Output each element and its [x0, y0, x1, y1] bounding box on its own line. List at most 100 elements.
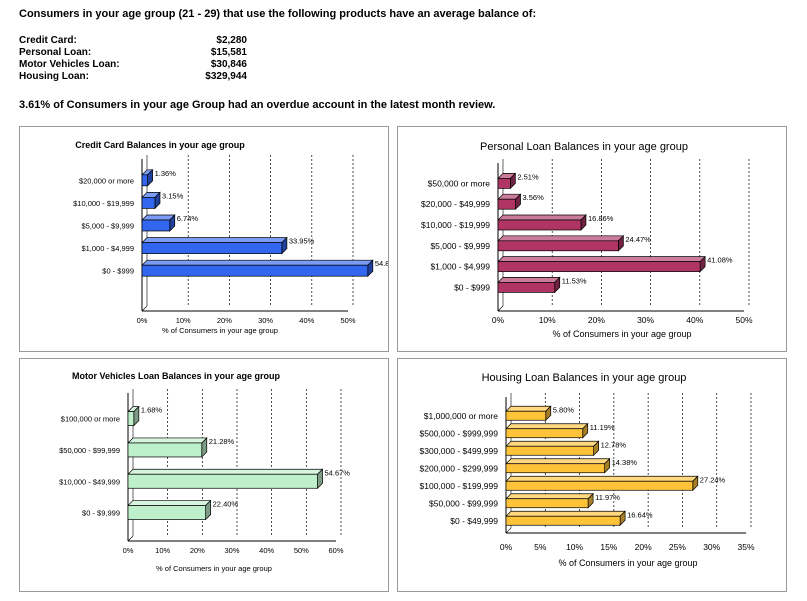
x-axis-label: % of Consumers in your age group [162, 326, 278, 335]
data-label: 27.24% [700, 475, 726, 484]
data-label: 11.97% [595, 493, 620, 502]
category-label: $0 - $999 [102, 267, 134, 276]
bar [497, 198, 516, 210]
summary-label: Personal Loan: [19, 47, 92, 58]
category-label: $50,000 or more [428, 178, 491, 188]
data-label: 16.64% [627, 510, 653, 519]
bar [497, 178, 511, 189]
bar [505, 463, 605, 474]
category-label: $20,000 or more [79, 176, 134, 185]
category-label: $500,000 - $999,999 [420, 428, 499, 438]
bar-top [141, 237, 288, 243]
bar-top [505, 475, 699, 482]
bar [127, 411, 135, 427]
bar-top [127, 437, 208, 444]
bar [141, 174, 148, 187]
category-label: $300,000 - $499,999 [420, 446, 499, 456]
bar [141, 242, 283, 254]
data-label: 2.51% [517, 172, 539, 181]
category-label: $50,000 - $99,999 [59, 446, 120, 455]
summary-value: $2,280 [216, 35, 247, 46]
x-tick-label: 10% [539, 315, 556, 325]
x-tick-label: 30% [224, 546, 239, 555]
floor-edge [141, 305, 148, 312]
bar-top [141, 259, 374, 266]
x-tick-label: 0% [492, 315, 505, 325]
x-tick-label: 20% [217, 316, 232, 325]
x-tick-label: 20% [588, 315, 605, 325]
housing-loan-chart: Housing Loan Balances in your age group 0… [420, 372, 755, 568]
data-label: 1.68% [141, 406, 163, 415]
floor-edge [497, 305, 504, 312]
category-label: $50,000 - $99,999 [429, 498, 498, 508]
summary-row-personal-loan: Personal Loan: $15,581 [19, 47, 247, 60]
bar-top [127, 468, 324, 475]
bar-top [497, 235, 625, 242]
x-tick-label: 50% [735, 315, 752, 325]
summary-value: $15,581 [210, 47, 247, 58]
intro-text: Consumers in your age group (21 - 29) th… [19, 8, 537, 20]
motor-vehicles-loan-chart-panel: Motor Vehicles Loan Balances in your age… [19, 358, 389, 592]
x-axis-label: % of Consumers in your age group [558, 558, 697, 568]
data-label: 41.08% [707, 256, 733, 265]
category-label: $0 - $49,999 [450, 516, 498, 526]
x-axis-label: % of Consumers in your age group [156, 564, 272, 573]
bar [505, 445, 594, 456]
bar-top [505, 493, 594, 500]
category-label: $1,000,000 or more [424, 411, 498, 421]
overdue-text: 3.61% of Consumers in your age Group had… [19, 99, 496, 111]
x-tick-label: 40% [259, 546, 274, 555]
bar [127, 442, 203, 458]
summary-label: Housing Loan: [19, 71, 89, 82]
category-label: $200,000 - $299,999 [420, 463, 499, 473]
x-tick-label: 20% [190, 546, 205, 555]
bar-top [497, 256, 706, 262]
housing-loan-chart-panel: Housing Loan Balances in your age group 0… [397, 358, 787, 592]
bar-top [497, 277, 561, 283]
personal-loan-chart: Personal Loan Balances in your age group… [421, 141, 753, 339]
x-tick-label: 30% [637, 315, 654, 325]
data-label: 6.74% [177, 214, 199, 223]
category-label: $100,000 - $199,999 [420, 481, 499, 491]
bar [505, 480, 694, 491]
credit-card-chart-panel: Credit Card Balances in your age group 0%… [19, 126, 401, 352]
bar [141, 197, 156, 209]
bar [127, 473, 318, 489]
x-tick-label: 15% [600, 542, 617, 552]
bar [127, 505, 207, 520]
category-label: $20,000 - $49,999 [421, 199, 490, 209]
x-tick-label: 35% [737, 542, 754, 552]
bar-top [505, 458, 611, 465]
bar-top [505, 440, 600, 447]
x-tick-label: 25% [669, 542, 686, 552]
personal-loan-chart-panel: Personal Loan Balances in your age group… [397, 126, 787, 352]
data-label: 1.36% [155, 169, 177, 178]
bar [505, 410, 547, 421]
bar-top [127, 500, 212, 506]
chart-title: Credit Card Balances in your age group [75, 140, 245, 150]
x-tick-label: 10% [566, 542, 583, 552]
x-tick-label: 30% [258, 316, 273, 325]
category-label: $5,000 - $9,999 [430, 241, 490, 251]
data-label: 12.78% [601, 440, 627, 449]
category-label: $0 - $9,999 [82, 509, 120, 518]
x-tick-label: 0% [500, 542, 513, 552]
category-label: $10,000 - $19,999 [421, 220, 490, 230]
x-tick-label: 50% [340, 316, 355, 325]
bar [497, 219, 582, 231]
data-label: 22.40% [213, 500, 239, 509]
x-tick-label: 0% [137, 316, 148, 325]
x-tick-label: 5% [534, 542, 547, 552]
category-label: $0 - $999 [454, 282, 490, 292]
x-tick-label: 50% [294, 546, 309, 555]
summary-label: Motor Vehicles Loan: [19, 59, 120, 70]
x-tick-label: 0% [123, 546, 134, 555]
bar-top [505, 423, 589, 430]
bar [141, 264, 369, 277]
bar [505, 428, 584, 439]
summary-row-credit-card: Credit Card: $2,280 [19, 35, 247, 48]
category-label: $10,000 - $49,999 [59, 477, 120, 486]
data-label: 54.67% [325, 468, 351, 477]
bar [497, 261, 701, 272]
x-axis-label: % of Consumers in your age group [552, 329, 691, 339]
